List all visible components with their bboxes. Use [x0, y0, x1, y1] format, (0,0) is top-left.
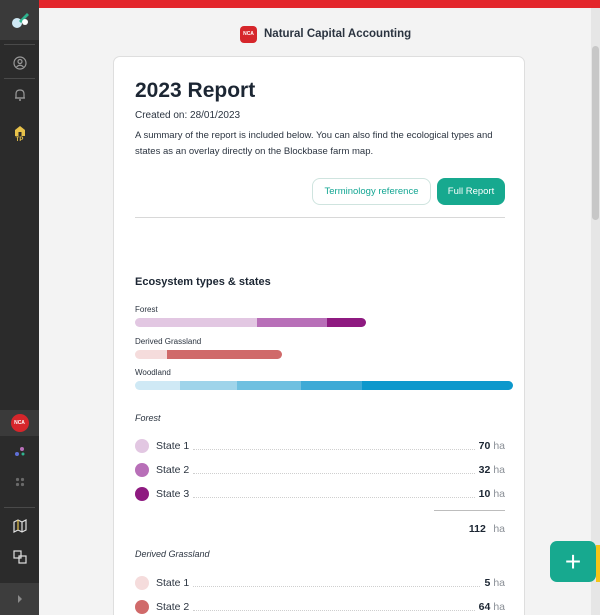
notifications-button[interactable] — [0, 86, 39, 102]
total-divider — [434, 510, 505, 511]
state-value: 64 — [478, 601, 491, 613]
bar-label-derived-grassland: Derived Grassland — [135, 337, 202, 346]
total-unit: ha — [493, 523, 505, 535]
chevron-right-icon — [17, 595, 22, 603]
state-unit: ha — [493, 464, 505, 476]
state-unit: ha — [493, 601, 505, 613]
state-unit: ha — [493, 488, 505, 500]
created-date: Created on: 28/01/2023 — [135, 110, 241, 121]
expand-sidebar-button[interactable] — [0, 583, 39, 615]
state-value: 10 — [478, 488, 491, 500]
state-name: State 1 — [156, 577, 190, 589]
state-name: State 1 — [156, 440, 190, 452]
bar-segment-state-1 — [135, 350, 168, 359]
bar-label-forest: Forest — [135, 305, 158, 314]
layers-button[interactable] — [0, 548, 39, 566]
full-report-button[interactable]: Full Report — [437, 178, 505, 205]
nca-logo: NCA — [240, 25, 257, 43]
dotted-leader — [193, 466, 475, 474]
state-unit: ha — [493, 577, 505, 589]
dotted-leader — [193, 442, 475, 450]
app-logo-icon — [11, 13, 29, 28]
sidebar-divider — [4, 44, 35, 45]
bar-segment-state-5 — [361, 381, 513, 390]
grid-button[interactable] — [0, 475, 39, 489]
forest-state-row: State 1 70 ha — [135, 438, 505, 454]
grassland-state-row: State 1 5 ha — [135, 575, 505, 591]
ecosystem-section-title: Ecosystem types & states — [135, 276, 271, 288]
state-dot — [135, 463, 149, 477]
user-icon — [12, 56, 27, 70]
bar-segment-state-4 — [301, 381, 362, 390]
bar-segment-state-2 — [257, 318, 327, 327]
dotted-leader — [193, 490, 475, 498]
bar-segment-state-3 — [326, 318, 366, 327]
report-description: A summary of the report is included belo… — [135, 130, 493, 157]
app-header: NCA Natural Capital Accounting — [240, 24, 411, 44]
forest-state-row: State 3 10 ha — [135, 486, 505, 502]
state-value: 5 — [484, 577, 491, 589]
forest-bar — [135, 318, 366, 327]
derived-grassland-bar — [135, 350, 282, 359]
divider — [135, 217, 505, 218]
grassland-state-row: State 2 64 ha — [135, 599, 505, 615]
bar-segment-state-2 — [167, 350, 282, 359]
profile-button[interactable] — [0, 54, 39, 72]
state-dot — [135, 600, 149, 614]
forest-state-row: State 2 32 ha — [135, 462, 505, 478]
bar-segment-state-1 — [135, 318, 258, 327]
bar-segment-state-2 — [180, 381, 238, 390]
dotted-leader — [193, 579, 481, 587]
top-accent-bar — [39, 0, 600, 8]
layers-icon — [12, 550, 27, 564]
sidebar-divider — [4, 507, 35, 508]
map-icon — [12, 519, 27, 533]
farm-tp-button[interactable]: TP — [0, 120, 39, 148]
bar-label-woodland: Woodland — [135, 368, 171, 377]
scrollbar[interactable] — [591, 8, 600, 615]
nca-icon: NCA — [10, 414, 29, 432]
apps-button[interactable] — [0, 443, 39, 459]
state-value: 32 — [478, 464, 491, 476]
nca-app-button[interactable]: NCA — [0, 410, 39, 436]
dotted-leader — [193, 603, 475, 611]
state-dot — [135, 487, 149, 501]
tp-label: TP — [15, 137, 24, 143]
apps-icon — [14, 447, 24, 456]
grid-icon — [15, 477, 24, 487]
terminology-reference-button[interactable]: Terminology reference — [312, 178, 431, 205]
scrollbar-thumb[interactable] — [592, 46, 599, 220]
app-title: Natural Capital Accounting — [264, 28, 412, 40]
state-name: State 2 — [156, 464, 190, 476]
forest-total: 112 ha — [434, 519, 505, 537]
bar-segment-state-3 — [237, 381, 302, 390]
farm-icon — [14, 126, 25, 136]
grassland-group-label: Derived Grassland — [135, 549, 210, 559]
state-dot — [135, 576, 149, 590]
bar-segment-state-1 — [135, 381, 181, 390]
total-value: 112 — [468, 523, 486, 535]
state-unit: ha — [493, 440, 505, 452]
state-dot — [135, 439, 149, 453]
sidebar-divider — [4, 78, 35, 79]
app-logo[interactable] — [0, 0, 39, 40]
forest-group-label: Forest — [135, 413, 161, 423]
report-card: 2023 Report Created on: 28/01/2023 A sum… — [113, 56, 525, 615]
woodland-bar — [135, 381, 513, 390]
fab-accent-stripe — [596, 545, 600, 582]
state-name: State 2 — [156, 601, 190, 613]
sidebar: TP NCA — [0, 0, 39, 615]
state-value: 70 — [478, 440, 491, 452]
report-title: 2023 Report — [135, 79, 256, 102]
map-button[interactable] — [0, 517, 39, 535]
bell-icon — [14, 88, 25, 101]
state-name: State 3 — [156, 488, 190, 500]
add-button[interactable]: + — [550, 541, 596, 582]
